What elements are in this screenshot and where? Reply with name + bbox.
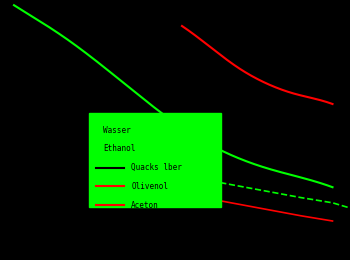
Text: Ethanol: Ethanol (103, 145, 136, 153)
Text: Wasser: Wasser (103, 126, 131, 135)
Text: Olivenol: Olivenol (131, 182, 168, 191)
Text: Quacks lber: Quacks lber (131, 163, 182, 172)
Text: Aceton: Aceton (131, 201, 159, 210)
FancyBboxPatch shape (89, 113, 220, 207)
